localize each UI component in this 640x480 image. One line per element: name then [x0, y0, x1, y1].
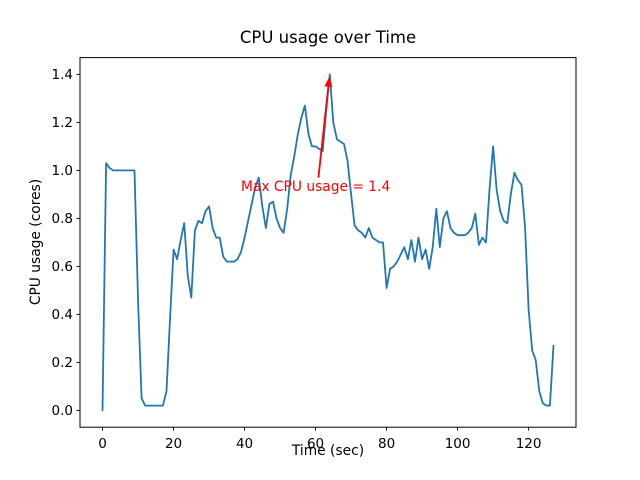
x-tick-label: 80	[378, 436, 395, 452]
y-tick-label: 1.0	[52, 163, 73, 179]
y-tick-label: 0.6	[52, 259, 73, 275]
y-tick-label: 1.4	[52, 67, 73, 83]
y-tick-label: 0.4	[52, 307, 73, 323]
x-tick-label: 0	[98, 436, 107, 452]
x-axis-label: Time (sec)	[291, 443, 365, 459]
max-cpu-annotation: Max CPU usage = 1.4	[241, 179, 391, 196]
annotation-arrow-shaft	[317, 82, 330, 178]
x-tick-label: 100	[445, 436, 471, 452]
x-tick-label: 20	[165, 436, 182, 452]
y-tick-label: 1.2	[52, 115, 73, 131]
x-tick-label: 120	[516, 436, 542, 452]
annotation-arrow-head	[324, 76, 333, 88]
y-tick-label: 0.8	[52, 211, 73, 227]
x-tick-label: 40	[236, 436, 253, 452]
cpu-usage-line	[101, 73, 555, 412]
chart-title: CPU usage over Time	[239, 28, 417, 47]
y-tick-label: 0.2	[52, 355, 73, 371]
y-axis-label: CPU usage (cores)	[28, 178, 45, 306]
y-tick-label: 0.0	[52, 403, 73, 419]
axes-spines	[79, 57, 577, 428]
x-tick-label: 60	[307, 436, 324, 452]
